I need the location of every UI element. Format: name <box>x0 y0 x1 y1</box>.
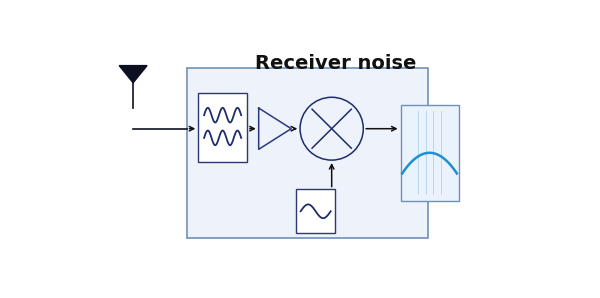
Text: Receiver noise: Receiver noise <box>255 54 416 73</box>
FancyBboxPatch shape <box>187 68 428 238</box>
Polygon shape <box>119 66 147 83</box>
FancyBboxPatch shape <box>296 190 335 233</box>
FancyBboxPatch shape <box>198 93 247 162</box>
FancyBboxPatch shape <box>401 105 458 201</box>
